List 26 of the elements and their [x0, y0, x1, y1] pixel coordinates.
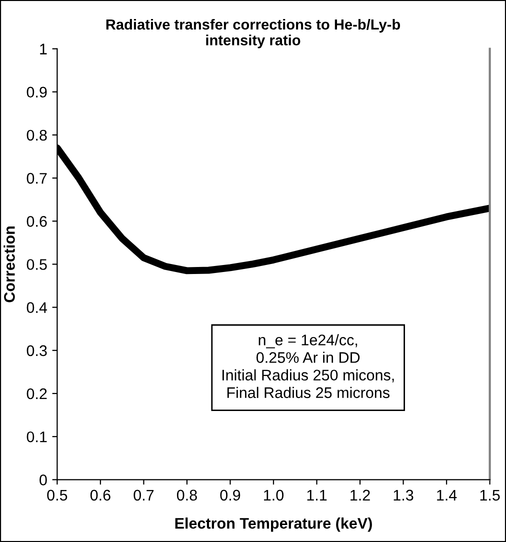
x-tick-label: 1.2: [350, 490, 370, 500]
y-tick-label: 0.3: [26, 345, 47, 356]
x-tick-label: 1.4: [437, 490, 457, 500]
y-tick-label: 0: [40, 474, 47, 486]
y-tick-label: 0.4: [26, 302, 48, 313]
y-tick-label: 0.8: [26, 130, 47, 141]
x-tick-label: 1.1: [307, 490, 327, 500]
y-tick-label: 0.1: [26, 431, 47, 442]
x-tick-label: 0.6: [90, 490, 110, 501]
y-tick-label: 1: [40, 44, 47, 54]
x-tick-label: 1.3: [394, 490, 414, 501]
annotation: n_e = 1e24/cc, 0.25% Ar in DD Initial Radius 250 micons, Final Radius 25 microns: [222, 334, 394, 398]
x-axis-title: Electron Temperature (keV): [175, 518, 372, 532]
x-tick-label: 0.5: [47, 490, 68, 501]
y-tick-label: 0.7: [26, 172, 47, 184]
x-tick-label: 1.0: [264, 490, 284, 501]
y-axis-title: Correction: [4, 226, 15, 302]
x-tick-label: 0.9: [220, 490, 240, 501]
y-tick-label: 0.2: [26, 388, 47, 400]
x-tick-label: 0.8: [176, 490, 197, 501]
x-tick-label: 1.5: [480, 490, 500, 501]
y-tick-label: 0.9: [26, 86, 47, 98]
y-tick-label: 0.6: [26, 216, 47, 227]
chart-title: Radiative transfer corrections to He-b/Ly-b intensity ratio: [106, 18, 400, 48]
x-tick-label: 0.7: [134, 490, 154, 501]
y-tick-label: 0.5: [26, 259, 47, 270]
